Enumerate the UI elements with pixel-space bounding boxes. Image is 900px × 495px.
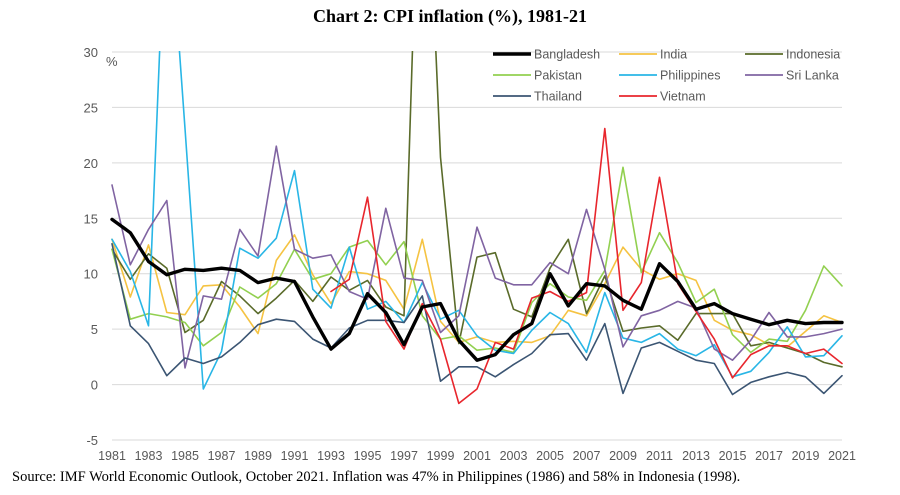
y-tick-label: 20 [84,156,98,171]
legend-label: Indonesia [786,48,840,62]
legend-label: Thailand [534,90,582,104]
y-tick-label: 0 [91,378,98,393]
legend-label: Vietnam [660,90,706,104]
series-lines [110,51,844,405]
x-tick-label: 1985 [171,449,199,463]
x-tick-label: 2013 [682,449,710,463]
series-line-bangladesh [110,217,844,362]
legend-label: Bangladesh [534,48,600,62]
series-line-india [111,234,843,348]
series-line-pakistan [111,166,843,354]
series-line-thailand [111,243,843,396]
legend-label: Sri Lanka [786,69,839,83]
y-axis-unit-label: % [106,54,118,69]
y-tick-label: -5 [86,433,98,448]
x-tick-label: 2017 [755,449,783,463]
series-line-philippines [111,51,843,390]
y-tick-label: 25 [84,100,98,115]
x-tick-label: 1989 [244,449,272,463]
series-line-vietnam [330,127,843,405]
x-tick-label: 1983 [135,449,163,463]
x-tick-label: 2003 [500,449,528,463]
source-note: Source: IMF World Economic Outlook, Octo… [12,469,741,485]
x-tick-label: 2009 [609,449,637,463]
y-tick-label: 15 [84,211,98,226]
y-tick-label: 10 [84,267,98,282]
gridlines [112,51,842,441]
series-line-indonesia [111,51,843,368]
x-tick-label: 1997 [390,449,418,463]
x-tick-label: 2007 [573,449,601,463]
x-tick-label: 2001 [463,449,491,463]
legend-label: India [660,48,687,62]
x-tick-label: 2005 [536,449,564,463]
legend-label: Philippines [660,69,720,83]
x-tick-label: 1981 [98,449,126,463]
x-axis-ticks: 1981 1983 1985 1987 1989 1991 1993 1995 1997 1999… [98,449,856,463]
x-tick-label: 2021 [828,449,856,463]
y-tick-label: 5 [91,322,98,337]
x-tick-label: 2015 [719,449,747,463]
x-tick-label: 1995 [354,449,382,463]
x-tick-label: 1991 [281,449,309,463]
legend: Bangladesh India Indonesia Pakistan Philippi… [493,48,840,104]
x-tick-label: 1999 [427,449,455,463]
chart-title: Chart 2: CPI inflation (%), 1981-21 [313,6,587,26]
x-tick-label: 1987 [208,449,236,463]
legend-label: Pakistan [534,69,582,83]
y-axis-ticks: -5 0 5 10 15 20 25 30 [84,45,98,448]
x-tick-label: 2011 [646,449,673,463]
x-tick-label: 2019 [792,449,820,463]
x-tick-label: 1993 [317,449,345,463]
y-tick-label: 30 [84,45,98,60]
